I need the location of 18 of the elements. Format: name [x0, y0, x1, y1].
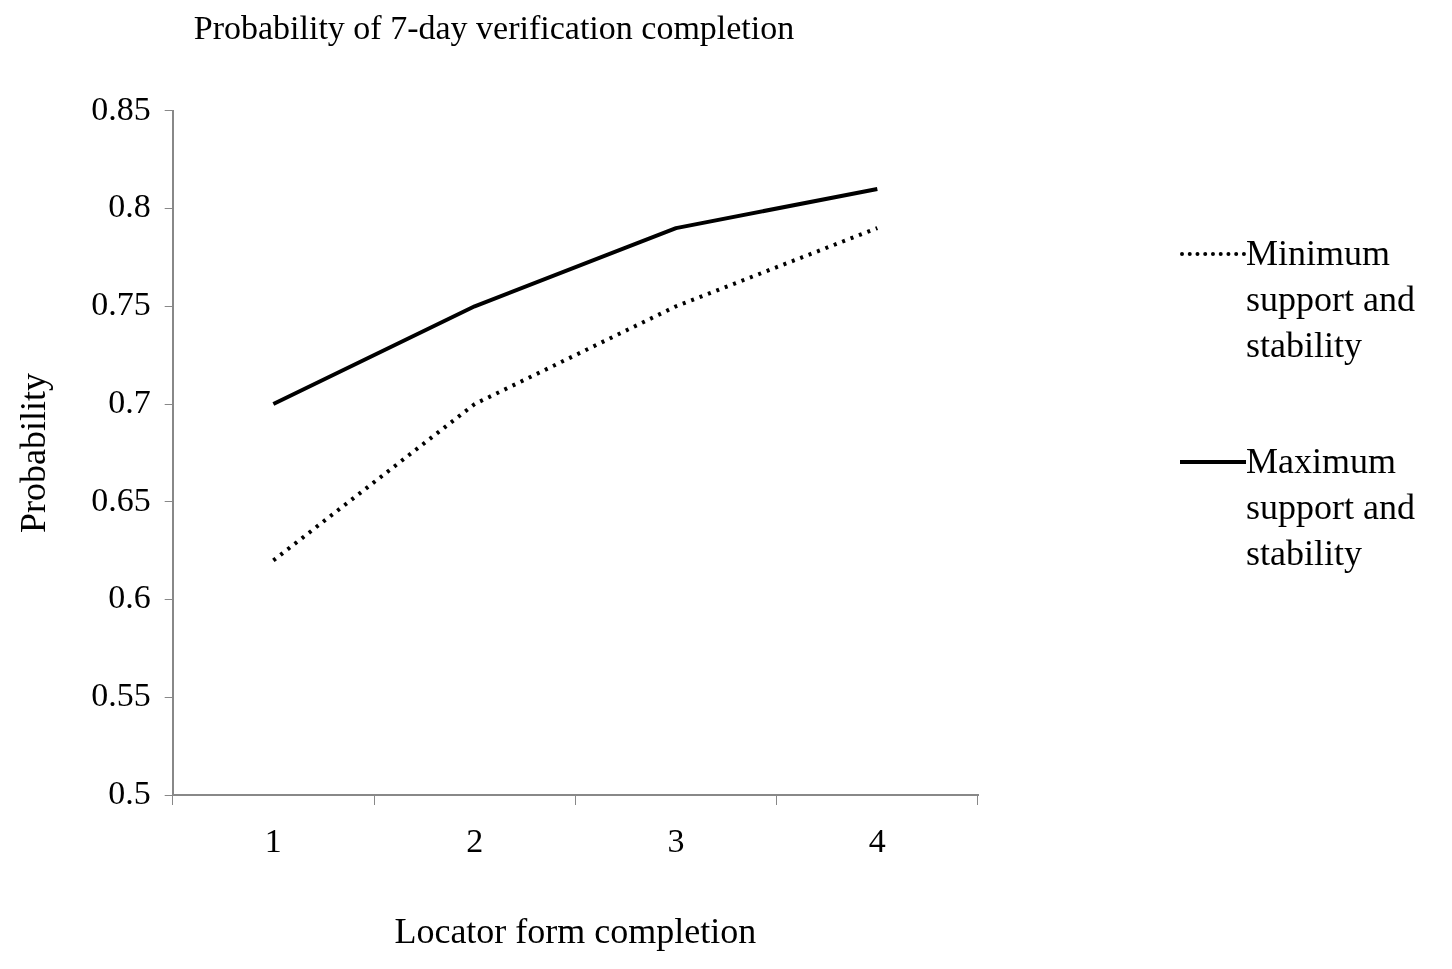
y-axis-title: Probability — [13, 372, 54, 533]
y-tick-label: 0.85 — [91, 89, 151, 127]
x-tick-label: 1 — [264, 822, 282, 860]
y-tick-label: 0.6 — [108, 578, 151, 616]
line-series — [271, 226, 880, 563]
chart-title: Probability of 7-day verification completion — [193, 9, 795, 47]
y-tick-label: 0.8 — [108, 187, 151, 225]
y-tick-label: 0.65 — [91, 480, 151, 518]
y-tick-label: 0.75 — [91, 285, 151, 323]
y-tick-label: 0.5 — [108, 773, 151, 811]
x-tick-label: 4 — [868, 822, 886, 860]
x-tick-label: 2 — [466, 822, 484, 860]
x-axis-title: Locator form completion — [394, 910, 757, 951]
x-tick-label: 3 — [667, 822, 685, 860]
y-tick-label: 0.55 — [91, 676, 151, 714]
y-tick-label: 0.7 — [108, 382, 151, 420]
legend-label: Maximum support and stability — [1246, 440, 1416, 575]
legend-label: Minimum support and stability — [1246, 232, 1416, 367]
